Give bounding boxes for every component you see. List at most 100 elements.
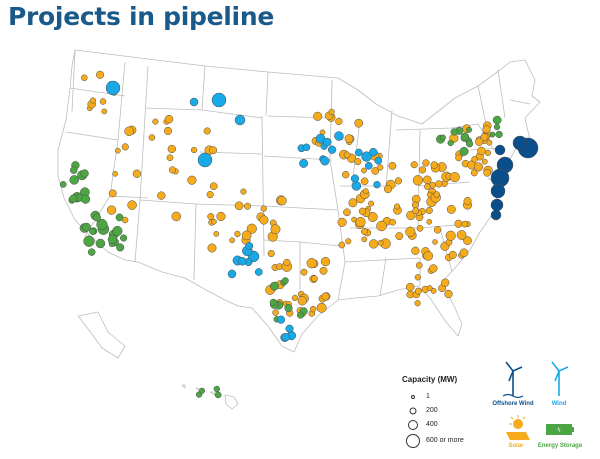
storage-project-marker (93, 213, 101, 222)
solar-project-marker (166, 154, 174, 162)
solar-project-marker (377, 239, 384, 246)
wind-project-marker (234, 114, 246, 126)
solar-project-marker (362, 188, 369, 195)
solar-project-marker (406, 210, 416, 221)
solar-project-marker (459, 248, 469, 258)
wind-project-marker (276, 315, 286, 324)
solar-project-marker (412, 175, 424, 186)
solar-project-marker (426, 218, 433, 225)
solar-project-marker (445, 230, 456, 241)
solar-project-marker (321, 292, 330, 301)
solar-project-marker (456, 230, 467, 240)
storage-project-marker (70, 166, 78, 174)
storage-project-marker (214, 391, 222, 399)
solar-project-marker (203, 127, 211, 135)
storage-project-marker (69, 175, 79, 185)
storage-project-marker (492, 115, 502, 125)
legend-size-600: 600 or more (426, 437, 464, 444)
solar-project-marker (444, 289, 453, 299)
solar-project-marker (368, 200, 375, 207)
solar-project-marker (411, 246, 420, 255)
solar-project-marker (377, 164, 384, 171)
solar-project-marker (283, 258, 291, 267)
solar-project-marker (311, 275, 318, 283)
hawaii (181, 384, 239, 410)
storage-project-marker (107, 234, 118, 245)
solar-project-marker (395, 232, 404, 241)
solar-project-marker (124, 126, 134, 137)
solar-project-marker (463, 236, 472, 245)
legend-title: Capacity (MW) (402, 375, 458, 384)
solar-project-marker (414, 287, 422, 295)
solar-project-marker (405, 282, 415, 292)
solar-project-marker (412, 207, 420, 215)
solar-project-marker (430, 161, 439, 169)
storage-project-marker (96, 218, 108, 231)
storage-project-marker (466, 140, 474, 148)
solar-project-marker (343, 208, 351, 217)
solar-project-marker (433, 226, 442, 234)
offshore-wind-icon (502, 361, 524, 399)
solar-project-marker (190, 146, 198, 154)
solar-project-marker (306, 258, 317, 269)
solar-project-marker (422, 159, 430, 167)
solar-project-marker (446, 204, 456, 214)
offshore-project-marker (490, 198, 504, 212)
solar-project-marker (101, 108, 108, 115)
solar-project-marker (152, 118, 159, 125)
solar-project-marker (260, 205, 267, 212)
solar-project-marker (414, 274, 422, 281)
solar-project-marker (240, 188, 247, 195)
legend-size-circle (406, 434, 420, 448)
solar-project-marker (411, 201, 419, 209)
solar-project-marker (429, 264, 438, 273)
solar-project-marker (167, 144, 176, 154)
storage-project-marker (120, 234, 128, 242)
storage-project-marker (95, 238, 106, 249)
solar-project-marker (482, 125, 491, 134)
solar-project-marker (207, 213, 215, 220)
solar-project-marker (343, 151, 351, 159)
offshore-project-marker (490, 209, 502, 221)
solar-project-marker (316, 302, 327, 313)
solar-project-marker (127, 200, 137, 210)
storage-project-marker (495, 130, 503, 139)
storage-project-marker (269, 298, 278, 307)
solar-project-marker (148, 134, 156, 141)
storage-project-marker (69, 194, 78, 203)
legend-size-circle (409, 407, 417, 415)
wind-project-marker (105, 80, 121, 96)
solar-project-marker (112, 170, 118, 177)
legend-size-circle (411, 395, 415, 399)
wind-project-marker (351, 181, 362, 191)
us-outline (57, 49, 541, 353)
legend-size-200: 200 (426, 407, 438, 414)
storage-project-marker (81, 194, 91, 204)
legend-offshore-wind-label: Offshore Wind (492, 401, 534, 407)
svg-text:ϟ: ϟ (557, 427, 561, 434)
solar-project-marker (96, 70, 105, 79)
solar-project-marker (229, 237, 235, 244)
offshore-project-marker (490, 183, 506, 199)
storage-project-marker (450, 128, 458, 136)
solar-project-marker (267, 249, 275, 258)
storage-project-marker (284, 304, 293, 313)
solar-project-marker (320, 256, 331, 267)
solar-project-marker (211, 218, 217, 225)
solar-project-marker (171, 211, 182, 222)
solar-project-marker (389, 218, 396, 226)
solar-project-marker (432, 239, 438, 245)
solar-project-marker (164, 114, 174, 124)
solar-project-marker (361, 167, 367, 174)
wind-project-marker (211, 92, 227, 108)
storage-project-marker (80, 169, 89, 178)
wind-project-marker (323, 137, 332, 147)
solar-project-marker (449, 172, 460, 183)
solar-project-marker (338, 241, 346, 249)
solar-project-marker (441, 278, 450, 287)
storage-project-marker (447, 139, 454, 147)
state-boundaries (57, 49, 541, 410)
solar-project-marker (423, 251, 434, 261)
solar-project-marker (291, 294, 299, 302)
solar-project-marker (461, 220, 469, 228)
